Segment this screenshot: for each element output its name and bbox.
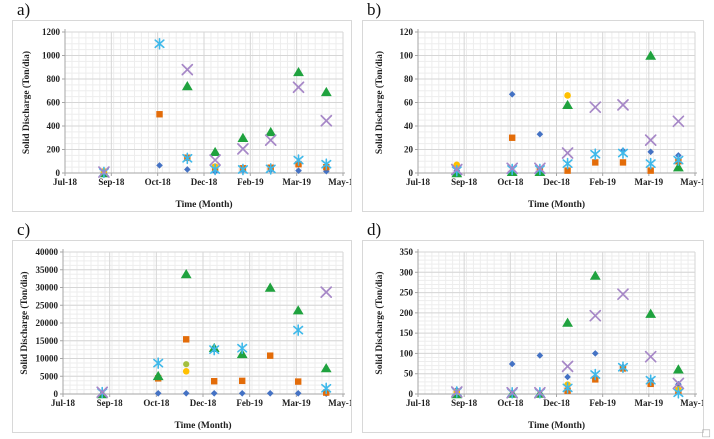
svg-text:0: 0 [54,389,59,399]
svg-text:Mar-19: Mar-19 [635,177,664,187]
svg-text:20: 20 [404,145,414,155]
svg-text:May-19: May-19 [680,177,703,187]
svg-text:Solid Discharge (Ton/dia): Solid Discharge (Ton/dia) [19,271,30,374]
panel-d: d) 0 50 100 150 200 250 300 350 Jul-18 Sep-18 Oct-… [362,220,704,433]
svg-text:Time (Month): Time (Month) [174,420,231,431]
svg-text:250: 250 [400,288,414,298]
svg-text:5000: 5000 [40,371,59,381]
svg-text:15000: 15000 [36,336,59,346]
chart-a-scatter-plot: 0 200 400 600 800 1000 1200 Jul-18 Sep-18 Oct-18 D… [21,27,351,210]
svg-text:Mar-19: Mar-19 [282,398,311,408]
svg-text:1200: 1200 [42,27,61,37]
panel-label-c: c) [17,220,31,239]
svg-text:100: 100 [400,348,414,358]
svg-text:80: 80 [404,74,414,84]
svg-text:0: 0 [56,168,61,178]
svg-text:Time (Month): Time (Month) [175,199,232,210]
svg-text:400: 400 [47,121,61,131]
svg-text:200: 200 [47,145,61,155]
panel-box-a: 0 200 400 600 800 1000 1200 Jul-18 Sep-18 Oct-18 D… [12,20,352,212]
svg-text:1000: 1000 [42,51,61,61]
svg-text:Oct-18: Oct-18 [145,177,171,187]
svg-text:Mar-19: Mar-19 [282,177,311,187]
svg-text:100: 100 [400,51,414,61]
svg-text:30000: 30000 [36,283,59,293]
svg-text:Dec-18: Dec-18 [543,177,570,187]
svg-text:Time (Month): Time (Month) [528,199,585,210]
svg-text:Oct-18: Oct-18 [143,398,169,408]
panel-label-b: b) [367,0,382,19]
svg-text:Sep-18: Sep-18 [451,177,478,187]
svg-text:Jul-18: Jul-18 [406,398,431,408]
panel-label-a: a) [17,0,31,19]
svg-text:Sep-18: Sep-18 [451,398,478,408]
svg-text:150: 150 [400,328,414,338]
svg-text:May-19: May-19 [328,177,351,187]
svg-text:Feb-19: Feb-19 [236,398,263,408]
svg-text:May-19: May-19 [680,398,703,408]
svg-text:Solid Discharge (Ton/dia): Solid Discharge (Ton/dia) [374,51,385,154]
svg-text:Oct-18: Oct-18 [497,398,523,408]
chart-c-scatter-plot: 0 5000 10000 15000 20000 25000 30000 35000 40000… [19,247,351,431]
svg-text:35000: 35000 [36,265,59,275]
svg-text:Feb-19: Feb-19 [589,177,616,187]
svg-text:Jul-18: Jul-18 [53,177,78,187]
svg-text:25000: 25000 [36,300,59,310]
panel-box-c: 0 5000 10000 15000 20000 25000 30000 35000 40000… [12,240,352,433]
svg-text:350: 350 [400,247,414,257]
svg-text:Jul-18: Jul-18 [406,177,431,187]
svg-text:800: 800 [47,74,61,84]
svg-text:20000: 20000 [36,318,59,328]
svg-text:50: 50 [404,369,414,379]
chart-b-scatter-plot: 0 20 40 60 80 100 120 Jul-18 Sep-18 Oct-18 Dec-18 F… [374,27,703,210]
svg-text:60: 60 [404,98,414,108]
svg-text:Jul-18: Jul-18 [51,398,76,408]
panel-a: a) 0 200 400 600 800 1000 1200 Jul-18 Sep-18 Oct-… [12,0,352,212]
svg-text:Solid Discharge (Ton/dia): Solid Discharge (Ton/dia) [21,51,32,154]
svg-text:0: 0 [409,168,414,178]
panel-b: b) 0 20 40 60 80 100 120 Jul-18 Sep-18 Oct-18 Dec-… [362,0,704,212]
svg-text:600: 600 [47,98,61,108]
svg-text:Mar-19: Mar-19 [635,398,664,408]
svg-text:Feb-19: Feb-19 [589,398,616,408]
svg-text:May-19: May-19 [328,398,351,408]
panel-c: c) 0 5000 10000 15000 20000 25000 30000 35000 40… [12,220,352,433]
svg-text:Sep-18: Sep-18 [97,398,124,408]
svg-text:10000: 10000 [36,354,59,364]
panel-label-d: d) [367,220,382,239]
panel-box-d: 0 50 100 150 200 250 300 350 Jul-18 Sep-18 Oct-18 D… [362,240,704,433]
svg-text:Dec-18: Dec-18 [543,398,570,408]
svg-text:Solid Discharge (Ton/dia): Solid Discharge (Ton/dia) [374,271,385,374]
svg-text:Sep-18: Sep-18 [98,177,125,187]
svg-text:Feb-19: Feb-19 [237,177,264,187]
svg-text:120: 120 [400,27,414,37]
corner-artifact-glyph: □ [701,428,711,439]
chart-d-scatter-plot: 0 50 100 150 200 250 300 350 Jul-18 Sep-18 Oct-18 D… [374,247,703,431]
svg-text:40000: 40000 [36,247,59,257]
svg-text:Dec-18: Dec-18 [191,177,218,187]
svg-text:0: 0 [409,389,414,399]
svg-text:300: 300 [400,267,414,277]
svg-text:Oct-18: Oct-18 [497,177,523,187]
svg-text:Time (Month): Time (Month) [528,420,585,431]
svg-text:Dec-18: Dec-18 [190,398,217,408]
svg-text:200: 200 [400,308,414,318]
svg-text:40: 40 [404,121,414,131]
panel-box-b: 0 20 40 60 80 100 120 Jul-18 Sep-18 Oct-18 Dec-18 F… [362,20,704,212]
